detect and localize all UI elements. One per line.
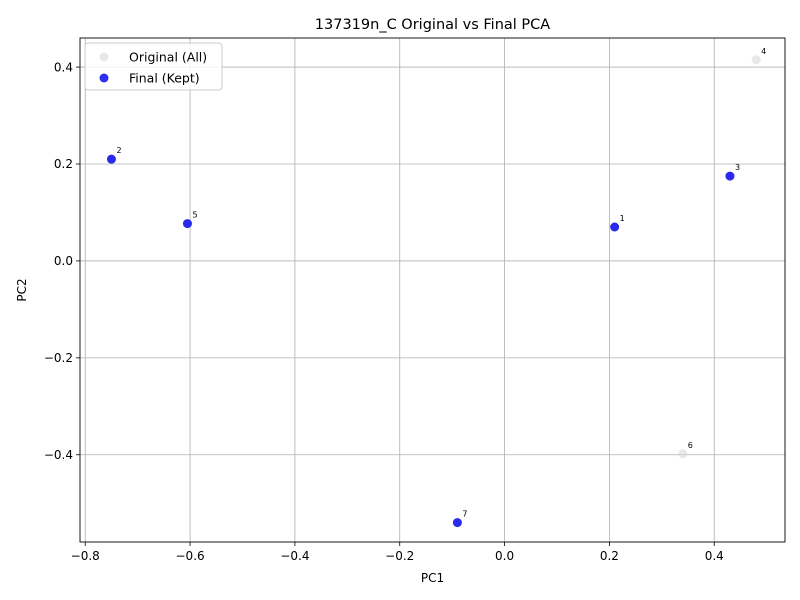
- legend-marker-final: [99, 73, 109, 83]
- y-tick-label: 0.2: [54, 157, 73, 171]
- final-point-marker: [725, 171, 735, 181]
- data-points: 1 2 3 4 5 6 7: [106, 47, 766, 528]
- y-tick-label: 0.4: [54, 60, 73, 74]
- point-label: 6: [688, 441, 693, 450]
- plot-frame: [79, 37, 786, 543]
- legend-label-original: Original (All): [129, 50, 207, 65]
- point-label: 5: [192, 211, 197, 220]
- final-point-marker: [182, 219, 192, 229]
- original-point-marker: [751, 55, 761, 65]
- legend-label-final: Final (Kept): [129, 71, 200, 86]
- x-tick-label: −0.8: [71, 549, 100, 563]
- x-tick-label: −0.4: [280, 549, 309, 563]
- point-label: 4: [761, 47, 766, 56]
- point-label: 2: [116, 146, 121, 155]
- point-label: 3: [735, 163, 740, 172]
- y-tick-label: −0.2: [44, 351, 73, 365]
- legend-marker-original: [99, 52, 109, 62]
- y-tick-label: 0.0: [54, 254, 73, 268]
- x-tick-label: 0.0: [495, 549, 514, 563]
- x-tick-label: −0.6: [176, 549, 205, 563]
- legend-box: [84, 42, 223, 91]
- legend: Original (All) Final (Kept): [84, 42, 223, 91]
- point-label: 1: [620, 214, 625, 223]
- final-point-marker: [452, 518, 462, 528]
- original-point-marker: [678, 449, 688, 459]
- axis-ticks: −0.8 −0.6 −0.4 −0.2 0.0 0.2 0.4 −0.4 −0.2 0.0 0.2 0…: [44, 60, 724, 563]
- final-point-marker: [106, 154, 116, 164]
- x-tick-label: 0.4: [705, 549, 724, 563]
- y-axis-label: PC2: [15, 278, 29, 301]
- x-tick-label: 0.2: [600, 549, 619, 563]
- grid-lines: [80, 38, 785, 542]
- point-label: 7: [462, 510, 467, 519]
- x-axis-label: PC1: [421, 571, 444, 585]
- chart-title: 137319n_C Original vs Final PCA: [315, 17, 551, 33]
- x-tick-label: −0.2: [385, 549, 414, 563]
- final-point-marker: [610, 222, 620, 232]
- y-tick-label: −0.4: [44, 448, 73, 462]
